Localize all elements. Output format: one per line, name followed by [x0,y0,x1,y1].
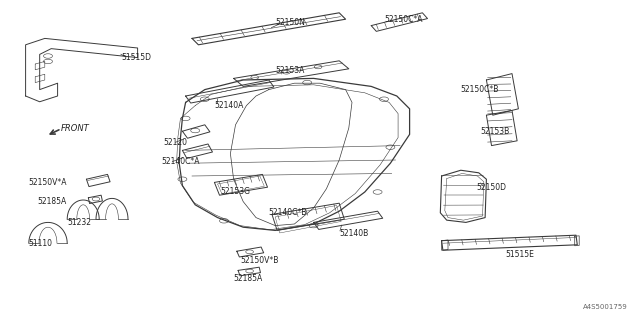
Text: 52150V*A: 52150V*A [29,178,67,187]
Text: 52185A: 52185A [37,197,67,206]
Text: 52150D: 52150D [477,183,507,192]
Text: 51232: 51232 [67,218,92,227]
Text: 52150C*B: 52150C*B [461,85,499,94]
Text: 51110: 51110 [29,239,52,248]
Text: 52150N: 52150N [275,18,305,27]
Text: 52120: 52120 [163,138,187,147]
Text: 52140C*A: 52140C*A [161,157,200,166]
Text: 51515D: 51515D [122,53,152,62]
Text: 52153G: 52153G [221,188,251,196]
Text: 52150C*A: 52150C*A [384,15,422,24]
Text: FRONT: FRONT [61,124,90,133]
Text: 52153B: 52153B [480,127,509,136]
Text: 52150V*B: 52150V*B [240,256,278,265]
Text: 52185A: 52185A [234,274,263,283]
Text: 52140C*B: 52140C*B [269,208,307,217]
Text: 52140A: 52140A [214,101,244,110]
Text: A4S5001759: A4S5001759 [582,304,627,310]
Text: 52153A: 52153A [275,66,305,75]
Text: 52140B: 52140B [339,229,369,238]
Text: 51515E: 51515E [506,250,534,259]
